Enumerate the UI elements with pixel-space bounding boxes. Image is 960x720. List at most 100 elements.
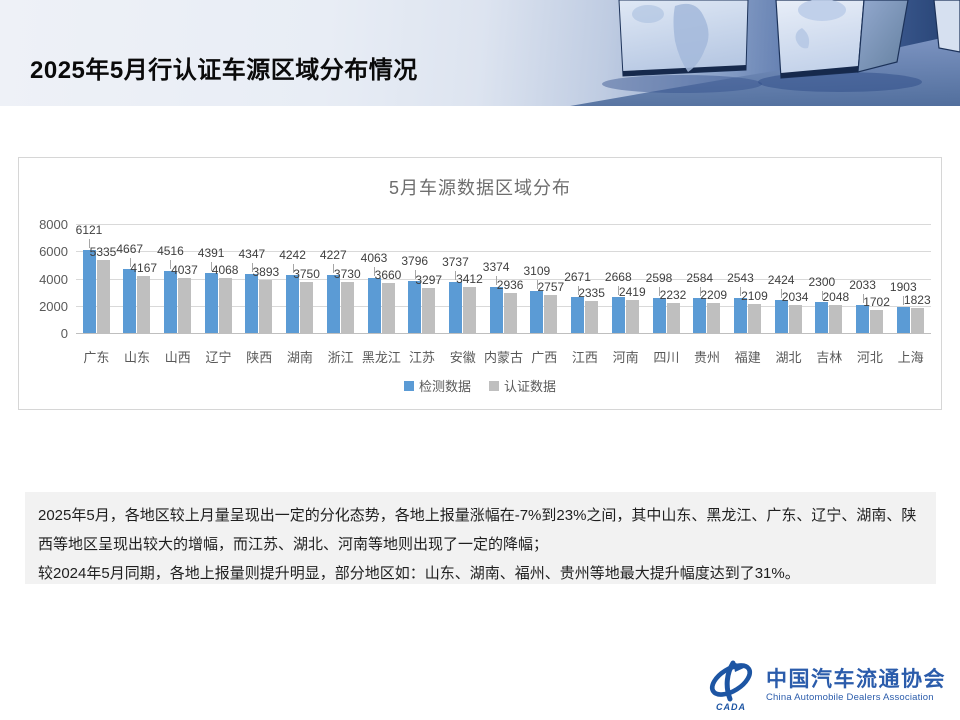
- value-label-认证数据: 3660: [374, 268, 402, 283]
- bar-认证数据: [625, 300, 639, 333]
- value-label-检测数据: 4667: [116, 242, 144, 257]
- bar-检测数据: [856, 305, 870, 333]
- value-label-认证数据: 1702: [863, 294, 890, 309]
- legend-label: 认证数据: [504, 379, 557, 394]
- y-axis-tick-label: 4000: [39, 271, 68, 287]
- value-label-认证数据: 3730: [333, 267, 361, 282]
- bar-认证数据: [177, 277, 191, 333]
- x-axis-category-label: 广东: [83, 350, 110, 365]
- x-axis-category-label: 陕西: [246, 350, 273, 365]
- chart-legend: 检测数据 认证数据: [19, 376, 941, 395]
- x-axis-category-label: 湖北: [775, 350, 802, 365]
- bar-认证数据: [96, 260, 110, 333]
- value-label-认证数据: 2757: [537, 280, 565, 295]
- value-label-检测数据: 2584: [686, 270, 714, 285]
- data-label-leader-line: [618, 285, 620, 295]
- x-axis-category-label: 黑龙江: [361, 350, 401, 365]
- data-label-leader-line: [292, 264, 294, 274]
- bar-检测数据: [611, 296, 625, 333]
- legend-marker-icon: [403, 380, 414, 391]
- bar-认证数据: [585, 301, 599, 333]
- bar-检测数据: [245, 273, 259, 333]
- bar-检测数据: [448, 282, 462, 333]
- legend-label: 检测数据: [418, 379, 471, 394]
- value-label-认证数据: 2034: [781, 290, 809, 305]
- value-label-认证数据: 3412: [456, 271, 483, 286]
- bar-检测数据: [530, 290, 544, 333]
- value-label-检测数据: 4391: [197, 246, 225, 261]
- bar-认证数据: [462, 286, 476, 333]
- value-label-检测数据: 3374: [482, 260, 510, 275]
- x-axis-category-label: 上海: [897, 350, 924, 365]
- bar-认证数据: [218, 277, 232, 333]
- bar-检测数据: [367, 277, 381, 333]
- gridline: [76, 251, 931, 253]
- x-axis-category-label: 山东: [124, 350, 151, 365]
- data-label-leader-line: [903, 296, 905, 306]
- data-label-leader-line: [740, 287, 742, 297]
- legend-marker-icon: [489, 380, 499, 391]
- x-axis-category-label: 吉林: [816, 350, 843, 365]
- value-label-认证数据: 3297: [415, 273, 443, 288]
- value-label-检测数据: 3109: [523, 263, 551, 278]
- bar-认证数据: [381, 283, 395, 333]
- value-label-认证数据: 4167: [130, 261, 158, 276]
- data-label-leader-line: [251, 262, 253, 272]
- bar-认证数据: [707, 302, 721, 333]
- value-label-检测数据: 3737: [442, 255, 469, 270]
- value-label-认证数据: 2419: [618, 285, 646, 300]
- bar-检测数据: [163, 271, 177, 333]
- bar-检测数据: [571, 296, 585, 333]
- data-label-leader-line: [129, 258, 131, 268]
- cubes-graphic: [570, 0, 960, 106]
- organization-name-cn: 中国汽车流通协会: [766, 668, 946, 691]
- value-label-认证数据: 2335: [578, 286, 605, 301]
- value-label-检测数据: 3796: [401, 254, 429, 269]
- value-label-检测数据: 4516: [157, 244, 184, 259]
- value-label-认证数据: 3750: [293, 266, 320, 281]
- bar-检测数据: [896, 307, 910, 333]
- x-axis-category-label: 山西: [164, 350, 191, 365]
- value-label-认证数据: 2048: [822, 290, 850, 305]
- value-label-检测数据: 2300: [808, 274, 836, 289]
- legend-item-检测数据: 检测数据: [403, 376, 471, 395]
- bar-认证数据: [747, 304, 761, 333]
- x-axis-category-label: 四川: [653, 350, 680, 365]
- bar-检测数据: [489, 287, 503, 333]
- summary-text-box: 2025年5月，各地区较上月量呈现出一定的分化态势，各地上报量涨幅在-7%到23…: [25, 492, 936, 584]
- legend-item-认证数据: 认证数据: [489, 376, 556, 395]
- x-axis-line: [76, 333, 931, 334]
- organization-logo: CADA 中国汽车流通协会 China Automobile Dealers A…: [706, 660, 946, 712]
- gridline: [76, 224, 931, 225]
- y-axis-tick-label: 0: [60, 326, 68, 341]
- bar-认证数据: [300, 281, 314, 333]
- data-label-leader-line: [496, 276, 498, 286]
- data-label-leader-line: [577, 285, 579, 295]
- y-axis-tick-label: 6000: [39, 244, 68, 260]
- bar-检测数据: [408, 281, 422, 333]
- data-label-leader-line: [699, 286, 701, 296]
- value-label-检测数据: 2668: [604, 269, 632, 284]
- summary-paragraph-1: 2025年5月，各地区较上月量呈现出一定的分化态势，各地上报量涨幅在-7%到23…: [38, 507, 917, 553]
- x-axis-category-label: 江西: [571, 350, 598, 365]
- bar-检测数据: [286, 275, 300, 333]
- y-axis-tick-label: 8000: [39, 217, 68, 232]
- value-label-认证数据: 4068: [211, 262, 239, 277]
- x-axis-category-label: 辽宁: [205, 350, 232, 365]
- value-label-检测数据: 2033: [849, 278, 876, 293]
- bar-认证数据: [340, 282, 354, 333]
- bar-认证数据: [870, 309, 884, 333]
- bar-认证数据: [259, 279, 273, 333]
- x-axis-category-label: 江苏: [409, 350, 436, 365]
- x-axis-category-label: 广西: [531, 350, 558, 365]
- page-title: 2025年5月行认证车源区域分布情况: [30, 57, 418, 84]
- x-axis-category-label: 湖南: [286, 350, 313, 365]
- gridline: [76, 305, 931, 307]
- value-label-认证数据: 2232: [659, 287, 687, 302]
- value-label-检测数据: 2671: [564, 269, 591, 284]
- data-label-leader-line: [659, 286, 660, 296]
- gridline: [76, 278, 931, 280]
- value-label-检测数据: 2424: [767, 272, 795, 287]
- bar-检测数据: [204, 273, 218, 333]
- bar-检测数据: [326, 275, 340, 333]
